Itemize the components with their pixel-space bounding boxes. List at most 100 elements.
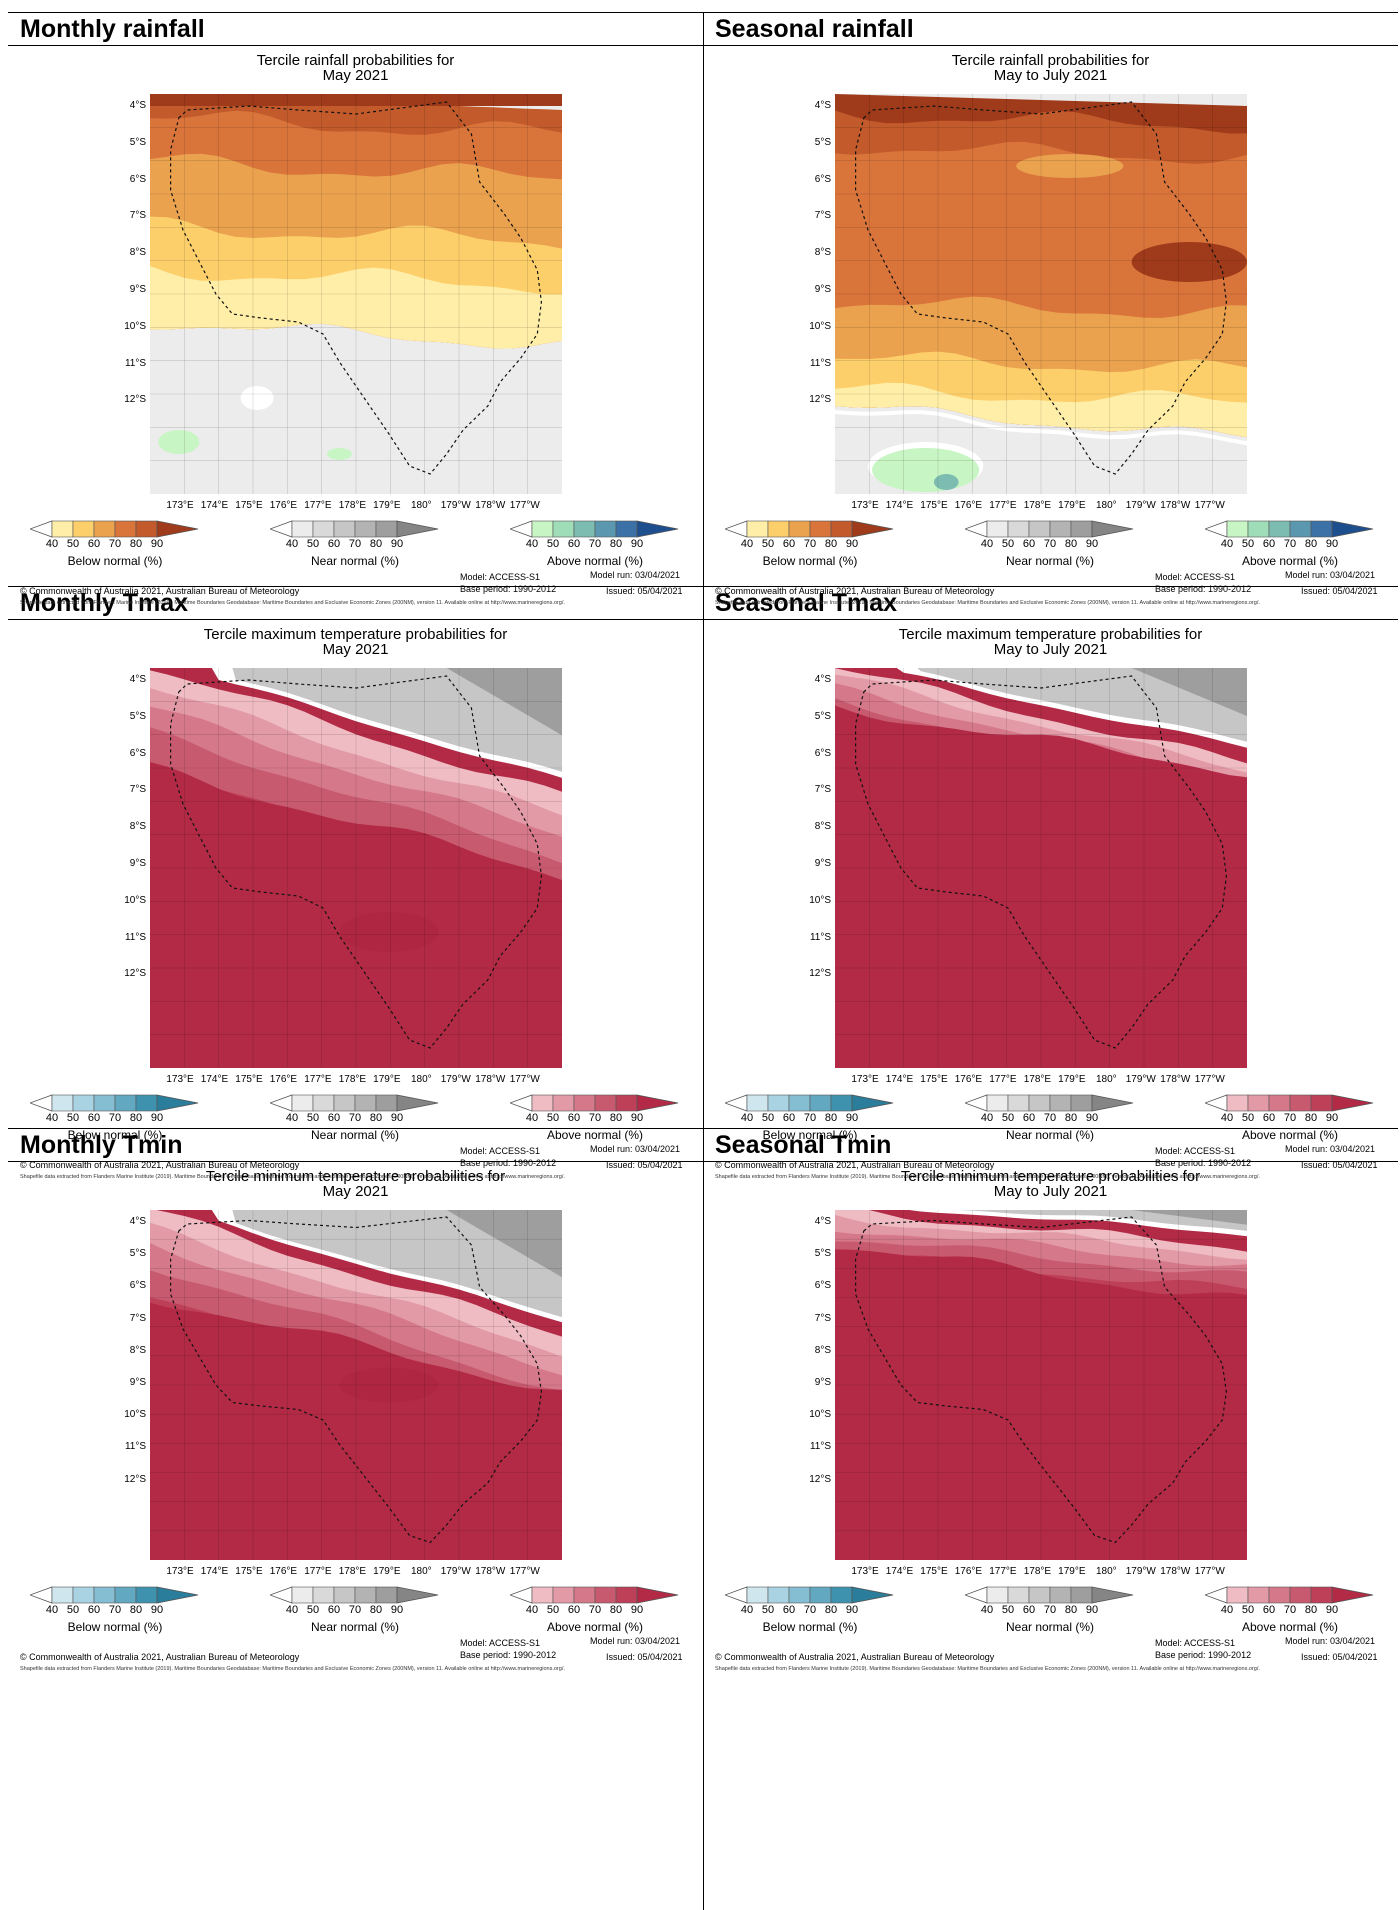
colorbar-segment [573,1094,596,1112]
colorbar-segment [312,1586,335,1604]
legend-title: Below normal (%) [67,1620,163,1634]
colorbar-segment [51,1586,74,1604]
longitude-label: 176°E [269,500,298,511]
latitude-label: 5°S [814,1248,831,1260]
latitude-label: 11°S [124,931,146,943]
legend-near: 40 50 60 70 80 90 Near normal (%) [965,520,1135,568]
legend-below: 40 50 60 70 80 90 Below normal (%) [30,1586,200,1634]
base-period: Base period: 1990-2012 [1155,584,1252,594]
latitude-label: 10°S [809,320,831,332]
legend-title: Below normal (%) [762,554,858,568]
colorbar [965,1094,1134,1112]
legend-tick: 70 [803,1604,817,1616]
legend-tick: 80 [129,1112,143,1124]
colorbar-segment [51,1094,74,1112]
legend-tick: 50 [306,1112,320,1124]
legend-below: 40 50 60 70 80 90 Below normal (%) [725,1094,895,1142]
map-svg [150,94,562,494]
colorbar-segment [135,520,158,538]
legend-near: 40 50 60 70 80 90 Near normal (%) [965,1094,1135,1142]
legend-title: Near normal (%) [310,1128,400,1142]
colorbar-segment [594,1094,617,1112]
colorbar-arrow-high [396,1586,439,1604]
colorbar [270,1586,439,1604]
model-run-date: Model run: 03/04/2021 [590,1636,681,1646]
legend-tick: 90 [1085,1604,1099,1616]
colorbar-segment [746,1094,769,1112]
legend-near: 40 50 60 70 80 90 Near normal (%) [965,1586,1135,1634]
colorbar-segment [114,1094,137,1112]
model-name: Model: ACCESS-S1 [1155,1146,1236,1156]
latitude-label: 10°S [124,320,146,332]
longitude-label: 175°E [920,1074,948,1085]
colorbar-arrow-high [156,1094,199,1112]
legend-tick: 70 [348,538,362,550]
panel-title-period: May 2021 [322,67,389,84]
colorbar-segment [1070,1094,1093,1112]
legend-above: 40 50 60 70 80 90 Above normal (%) [510,520,680,568]
longitude-label: 177°E [989,1566,1017,1577]
legend-tick: 80 [824,1604,838,1616]
forecast-map [150,1210,562,1560]
legend-below: 40 50 60 70 80 90 Below normal (%) [30,520,200,568]
panel-title: Tercile maximum temperature probabilitie… [898,626,1203,643]
copyright: © Commonwealth of Australia 2021, Austra… [20,1160,300,1170]
forecast-panel-mx: Tercile maximum temperature probabilitie… [10,620,701,1180]
legend-tick: 60 [1262,1604,1276,1616]
colorbar-segment [531,1586,554,1604]
colorbar [725,1586,894,1604]
legend-tick: 40 [1220,1604,1234,1616]
legend-title: Near normal (%) [310,554,400,568]
legend-title: Near normal (%) [1005,554,1095,568]
legend-tick: 40 [740,1604,754,1616]
legend-tick: 50 [1241,1112,1255,1124]
latitude-label: 8°S [129,247,146,259]
legend-tick: 50 [546,1112,560,1124]
legend-title: Above normal (%) [1241,1128,1339,1142]
legend-tick: 40 [980,1604,994,1616]
legend-tick: 70 [1043,538,1057,550]
panel-title: Tercile maximum temperature probabilitie… [203,626,508,643]
issued-date: Issued: 05/04/2021 [606,1160,683,1170]
legend-tick: 40 [45,1604,59,1616]
colorbar-segment [830,520,853,538]
longitude-label: 175°E [235,1566,263,1577]
colorbar [510,1586,679,1604]
longitude-label: 176°E [269,1566,298,1577]
latitude-label: 4°S [814,100,831,111]
longitude-label: 176°E [954,1074,983,1085]
colorbar-segment [594,520,617,538]
colorbar-arrow-low [30,520,53,538]
legend-tick: 90 [630,538,644,550]
colorbar-segment [1226,520,1249,538]
legend-tick: 90 [150,1604,164,1616]
colorbar-arrow-high [1331,1094,1374,1112]
colorbar-segment [615,520,638,538]
longitude-label: 175°E [235,1074,263,1085]
colorbar-segment [1247,1094,1270,1112]
shapefile-credit: Shapefile data extracted from Flanders M… [20,600,565,606]
legend-tick: 60 [567,1604,581,1616]
legend-tick: 50 [761,1112,775,1124]
longitude-label: 176°E [954,1566,983,1577]
colorbar-segment [615,1094,638,1112]
colorbar-segment [93,520,116,538]
legend-title: Near normal (%) [1005,1620,1095,1634]
colorbar-segment [354,520,377,538]
legend-tick: 80 [609,1112,623,1124]
latitude-label: 10°S [809,894,831,906]
legend-tick: 60 [87,1112,101,1124]
above-normal-band [339,1367,439,1403]
colorbar-segment [51,520,74,538]
legend-tick: 90 [150,1112,164,1124]
legend-above: 40 50 60 70 80 90 Above normal (%) [1205,520,1375,568]
copyright: © Commonwealth of Australia 2021, Austra… [715,586,995,596]
latitude-label: 6°S [814,747,831,759]
legend-tick: 70 [1283,1112,1297,1124]
longitude-label: 178°E [1023,1074,1052,1085]
shapefile-credit: Shapefile data extracted from Flanders M… [715,1666,1260,1672]
forecast-grid: Monthly rainfall Seasonal rainfall Monthly… [8,12,1398,1910]
colorbar-segment [746,520,769,538]
legend-tick: 60 [782,1604,796,1616]
legend-tick: 50 [546,1604,560,1616]
